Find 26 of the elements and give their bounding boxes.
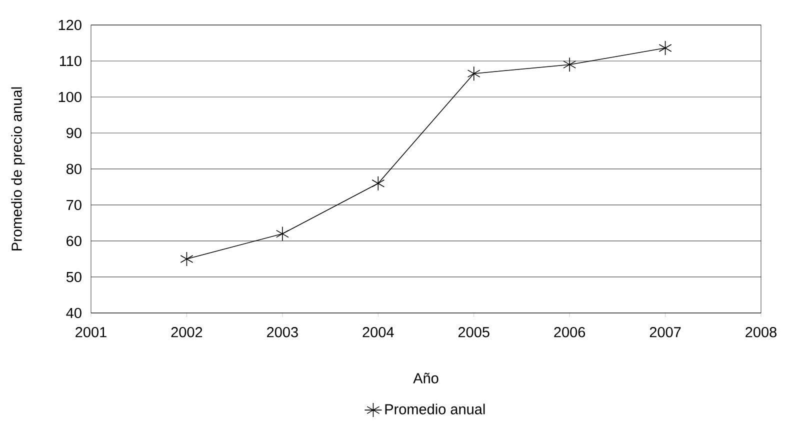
x-tick-label: 2002 <box>171 327 202 338</box>
y-tick-label: 80 <box>66 164 82 174</box>
point <box>276 226 289 242</box>
y-tick-label: 120 <box>58 20 82 30</box>
point <box>180 252 194 266</box>
point <box>467 66 480 81</box>
x-tick-label: 2004 <box>362 327 394 338</box>
x-tick-label: 2005 <box>458 327 490 338</box>
point <box>372 176 385 191</box>
y-tick-label: 50 <box>66 272 82 282</box>
x-axis-title: Año <box>413 372 438 384</box>
legend-label: Promedio anual <box>385 404 485 414</box>
x-tick-label: 2001 <box>76 327 106 338</box>
x-tick-label: 2007 <box>650 327 681 338</box>
y-axis-title: Promedio de precio anual <box>11 87 25 250</box>
point <box>563 57 576 72</box>
y-tick-label: 100 <box>58 92 82 102</box>
point <box>658 40 672 56</box>
y-tick-label: 40 <box>66 308 82 318</box>
x-tick-label: 2006 <box>554 327 586 338</box>
x-tick-label: 2008 <box>746 327 776 338</box>
y-tick-label: 60 <box>66 236 82 246</box>
x-tick-label: 2003 <box>267 327 298 338</box>
y-tick-label: 70 <box>66 200 82 210</box>
y-tick-label: 110 <box>60 56 82 66</box>
y-tick-label: 90 <box>66 128 82 138</box>
